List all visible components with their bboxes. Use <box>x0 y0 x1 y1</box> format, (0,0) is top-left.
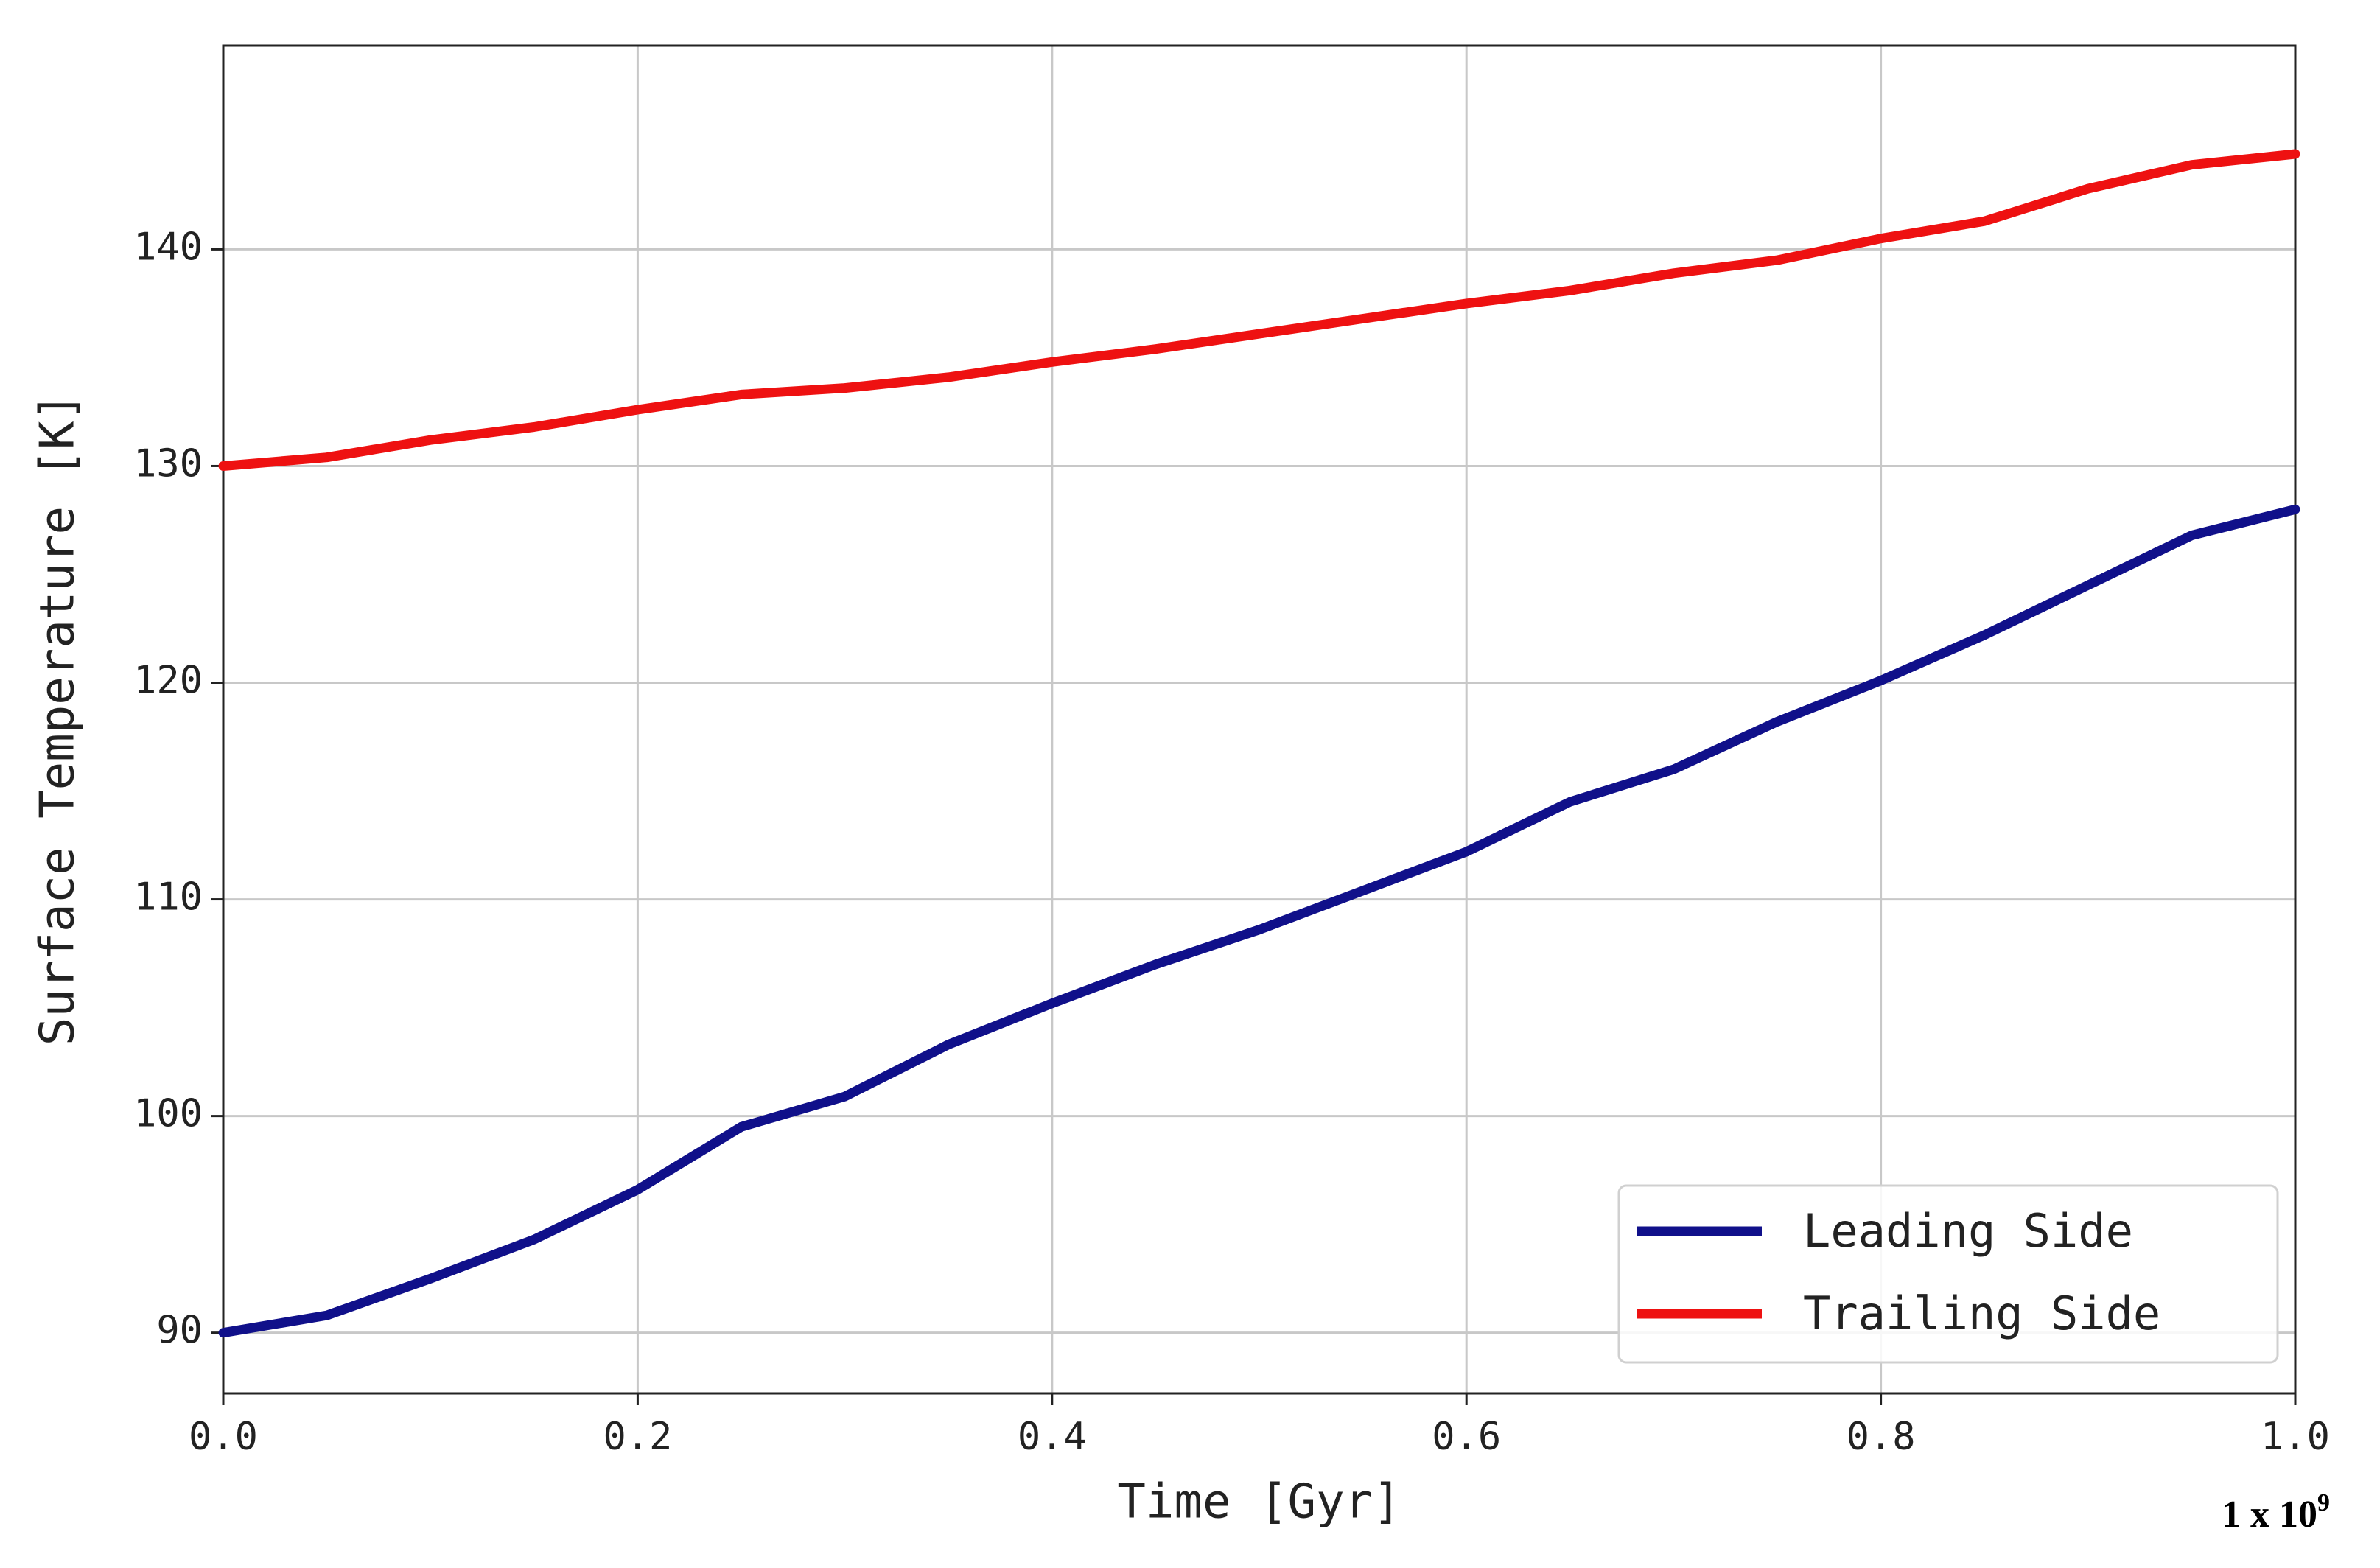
y-tick-label: 130 <box>133 441 203 486</box>
x-tick-label: 1.0 <box>2261 1415 2330 1459</box>
legend: Leading Side Trailing Side <box>1617 1184 2279 1364</box>
x-offset-text: 1 x 109 <box>2222 1489 2330 1536</box>
y-tick-label: 140 <box>133 225 203 269</box>
x-tick-label: 0.0 <box>189 1415 258 1459</box>
x-axis-label: Time [Gyr] <box>1117 1475 1401 1530</box>
x-tick-label: 0.8 <box>1847 1415 1916 1459</box>
legend-label: Leading Side <box>1803 1204 2133 1258</box>
x-tick-label: 0.6 <box>1432 1415 1501 1459</box>
series-line <box>218 149 2300 471</box>
series-line <box>218 504 2300 1338</box>
offset-base: 1 x 10 <box>2222 1494 2317 1536</box>
y-tick-label: 90 <box>156 1309 203 1353</box>
y-tick-label: 110 <box>133 875 203 920</box>
x-tick-label: 0.4 <box>1018 1415 1087 1459</box>
legend-label: Trailing Side <box>1803 1287 2160 1340</box>
y-tick-label: 120 <box>133 659 203 703</box>
legend-box <box>1617 1184 2279 1364</box>
x-tick-label: 0.2 <box>603 1415 672 1459</box>
y-axis-label: Surface Temperature [K] <box>31 393 85 1046</box>
plot-frame <box>222 44 2297 1395</box>
y-tick-label: 100 <box>133 1092 203 1136</box>
offset-exponent: 9 <box>2317 1489 2330 1516</box>
